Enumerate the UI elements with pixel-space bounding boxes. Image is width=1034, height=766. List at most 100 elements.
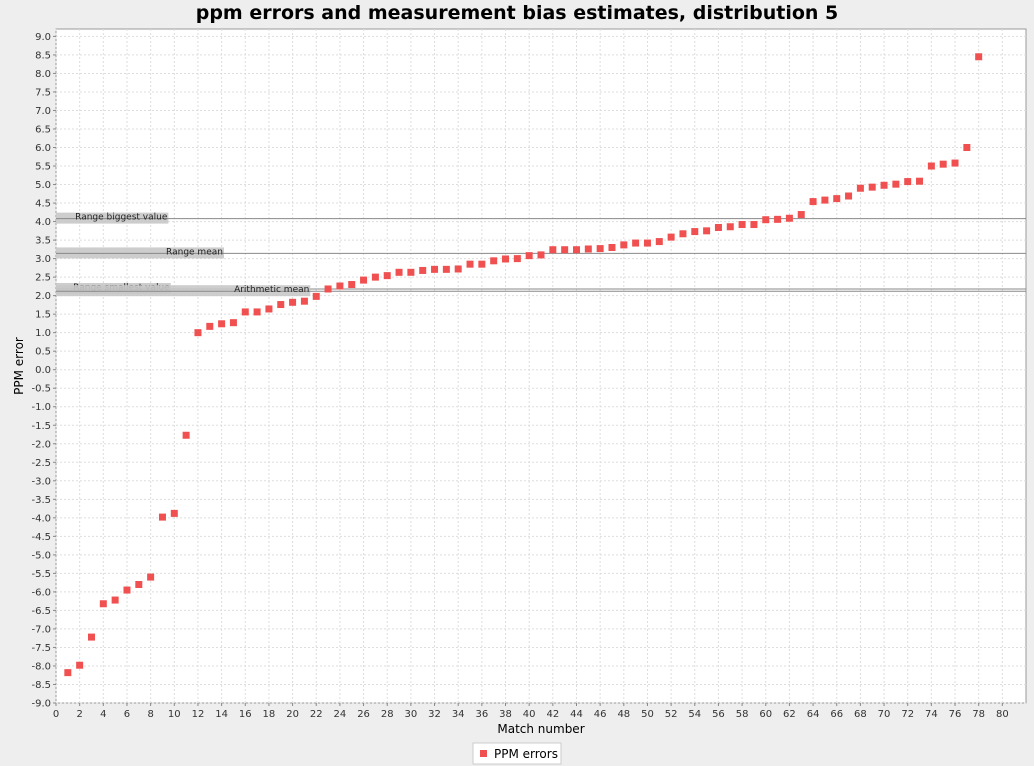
data-point (407, 268, 415, 276)
y-tick-label: -1.5 (31, 421, 51, 432)
x-tick-label: 44 (570, 709, 583, 720)
x-tick-label: 20 (286, 709, 299, 720)
data-point (726, 223, 734, 231)
y-axis-ticks: -9.0 -8.5 -8.0 -7.5 -7.0 -6.5 -6.0 -5.5 -5.0 -4.5… (31, 32, 56, 710)
x-tick-label: 8 (147, 709, 153, 720)
data-point (147, 573, 155, 581)
data-point (632, 239, 640, 247)
data-point (265, 305, 273, 313)
data-point (537, 251, 545, 259)
data-point (939, 160, 947, 168)
legend-marker-ppm-errors (480, 750, 487, 757)
data-point (99, 600, 107, 608)
data-point (206, 322, 214, 330)
data-point (596, 245, 604, 253)
x-tick-label: 2 (76, 709, 82, 720)
data-point (679, 230, 687, 238)
x-tick-label: 34 (452, 709, 465, 720)
data-point (750, 221, 758, 229)
x-tick-label: 64 (807, 709, 820, 720)
data-point (785, 214, 793, 222)
data-point (289, 298, 297, 306)
data-point (431, 265, 439, 273)
series-points (64, 53, 983, 677)
data-point (300, 297, 308, 305)
data-point (135, 580, 143, 588)
data-point (608, 243, 616, 251)
x-tick-label: 42 (546, 709, 559, 720)
data-point (360, 276, 368, 284)
x-tick-label: 14 (215, 709, 228, 720)
data-point (490, 257, 498, 265)
data-point (774, 215, 782, 223)
data-point (466, 260, 474, 268)
data-point (76, 661, 84, 669)
y-tick-label: 0.5 (35, 347, 51, 358)
data-point (845, 192, 853, 200)
y-tick-label: 7.0 (35, 106, 51, 117)
data-point (170, 509, 178, 517)
y-tick-label: 2.0 (35, 291, 51, 302)
data-point (916, 177, 924, 185)
data-point (963, 144, 971, 152)
data-point (478, 260, 486, 268)
y-tick-label: 6.0 (35, 143, 51, 154)
x-tick-label: 78 (972, 709, 985, 720)
data-point (762, 216, 770, 224)
x-tick-label: 36 (475, 709, 488, 720)
data-point (123, 586, 131, 594)
data-point (797, 211, 805, 219)
legend-label-ppm-errors: PPM errors (494, 747, 558, 761)
x-tick-label: 70 (878, 709, 891, 720)
data-point (951, 159, 959, 167)
y-tick-label: -8.0 (31, 661, 51, 672)
y-tick-label: 4.5 (35, 199, 51, 210)
x-tick-label: 52 (665, 709, 678, 720)
data-point (643, 239, 651, 247)
data-point (620, 241, 628, 249)
data-point (229, 319, 237, 327)
data-point (513, 255, 521, 263)
y-tick-label: 9.0 (35, 32, 51, 43)
data-point (549, 246, 557, 254)
data-point (182, 431, 190, 439)
data-point (502, 255, 510, 263)
data-point (738, 221, 746, 229)
data-point (87, 633, 95, 641)
y-tick-label: 2.5 (35, 273, 51, 284)
y-tick-label: -6.0 (31, 587, 51, 598)
x-tick-label: 28 (381, 709, 394, 720)
annotation-label: Arithmetic mean (234, 285, 309, 295)
y-tick-label: 3.5 (35, 236, 51, 247)
x-tick-label: 46 (594, 709, 607, 720)
y-tick-label: 8.5 (35, 50, 51, 61)
chart-title: ppm errors and measurement bias estimate… (196, 2, 839, 24)
x-tick-label: 10 (168, 709, 181, 720)
x-tick-label: 58 (736, 709, 749, 720)
annotation-label: Range mean (166, 247, 223, 257)
y-tick-label: 3.0 (35, 254, 51, 265)
data-point (371, 273, 379, 281)
x-tick-label: 60 (759, 709, 772, 720)
y-tick-label: 8.0 (35, 69, 51, 80)
x-tick-label: 54 (688, 709, 701, 720)
plot-area (55, 28, 1027, 704)
data-point (868, 183, 876, 191)
x-tick-label: 26 (357, 709, 370, 720)
x-tick-label: 18 (263, 709, 276, 720)
y-tick-label: -1.0 (31, 402, 51, 413)
data-point (584, 245, 592, 253)
y-tick-label: 7.5 (35, 87, 51, 98)
data-point (442, 265, 450, 273)
data-point (64, 669, 72, 677)
y-tick-label: 1.5 (35, 310, 51, 321)
legend-box (472, 742, 562, 765)
annotation-label: Range biggest value (75, 213, 168, 223)
data-point (880, 181, 888, 189)
data-point (655, 238, 663, 246)
data-point (904, 178, 912, 186)
data-point (714, 223, 722, 231)
y-tick-label: 1.0 (35, 328, 51, 339)
